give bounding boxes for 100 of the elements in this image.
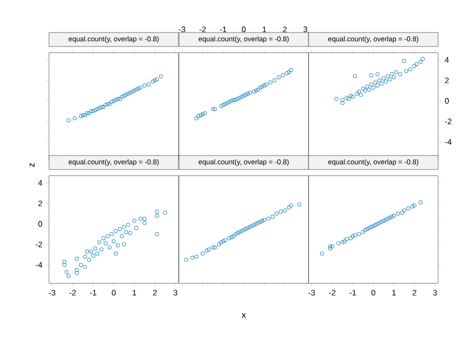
point — [134, 226, 138, 230]
point — [402, 58, 406, 63]
point — [244, 92, 248, 97]
point — [365, 227, 370, 231]
point — [258, 220, 262, 224]
x-tick-label: 1 — [392, 290, 396, 296]
point — [369, 224, 374, 229]
point — [154, 232, 159, 236]
point — [380, 220, 384, 224]
point — [246, 226, 250, 230]
point — [340, 98, 344, 102]
point — [159, 74, 163, 78]
point — [328, 244, 332, 248]
point — [138, 86, 142, 90]
point — [206, 248, 211, 252]
point — [402, 208, 406, 212]
point — [371, 224, 376, 228]
point — [91, 254, 96, 258]
point — [198, 113, 203, 118]
point — [369, 82, 374, 86]
point — [330, 244, 334, 248]
point — [194, 254, 198, 259]
point — [336, 241, 340, 246]
point — [225, 100, 230, 105]
point — [248, 90, 252, 95]
point — [134, 88, 138, 92]
x-tick-label: -1 — [350, 290, 356, 296]
point — [412, 64, 416, 68]
point — [132, 88, 136, 93]
point — [380, 81, 384, 86]
point — [367, 88, 372, 92]
point — [344, 237, 349, 242]
point — [122, 94, 126, 98]
point — [242, 228, 246, 232]
point — [418, 60, 423, 64]
point — [266, 216, 270, 221]
point — [223, 102, 228, 106]
point — [254, 88, 258, 93]
point — [74, 271, 79, 275]
point — [382, 76, 386, 80]
x-tick-label: 3 — [173, 290, 178, 296]
point — [260, 218, 264, 223]
point — [390, 72, 394, 76]
point — [274, 212, 279, 216]
point — [404, 69, 408, 74]
point — [289, 203, 293, 208]
point — [388, 77, 392, 82]
y-axis-title: z — [30, 163, 35, 167]
point — [221, 239, 226, 244]
point — [400, 210, 404, 215]
point — [114, 229, 118, 233]
point — [154, 214, 159, 218]
point — [85, 250, 89, 254]
x-tick-label: -2 — [69, 290, 76, 296]
point — [118, 96, 122, 101]
x-tick-label: 2 — [283, 26, 287, 32]
point — [99, 248, 104, 252]
point — [371, 86, 376, 90]
x-tick-label: 0 — [371, 290, 376, 296]
point — [80, 113, 85, 118]
x-tick-label: 3 — [303, 26, 308, 32]
point — [278, 210, 283, 214]
point — [256, 220, 260, 225]
point — [376, 72, 380, 76]
point — [95, 107, 100, 112]
point — [114, 252, 118, 256]
point — [262, 218, 266, 222]
point — [268, 80, 272, 84]
x-tick-label: 2 — [153, 290, 157, 296]
point — [384, 79, 388, 84]
point — [217, 242, 222, 246]
point — [320, 252, 324, 256]
point — [132, 218, 136, 223]
y-tick-label: -4 — [444, 139, 452, 145]
point — [240, 229, 244, 233]
point — [74, 268, 79, 272]
point — [136, 86, 140, 91]
point — [202, 111, 207, 116]
point — [110, 100, 114, 104]
point — [369, 73, 374, 78]
point — [260, 84, 264, 88]
x-tick-label: 1 — [132, 290, 136, 296]
point — [378, 78, 382, 82]
y-tick-label: 0 — [38, 221, 42, 227]
point — [163, 210, 168, 215]
point — [227, 100, 232, 104]
x-tick-label: 1 — [262, 26, 266, 32]
y-tick-label: 2 — [445, 78, 449, 84]
point — [354, 92, 359, 96]
point — [340, 240, 344, 244]
point — [126, 92, 130, 96]
point — [363, 228, 368, 232]
point — [420, 56, 425, 61]
point — [229, 235, 234, 240]
x-tick-label: -1 — [220, 26, 226, 32]
point — [262, 84, 266, 88]
point — [112, 239, 116, 244]
point — [386, 216, 390, 221]
point — [252, 90, 256, 94]
point — [93, 108, 98, 112]
